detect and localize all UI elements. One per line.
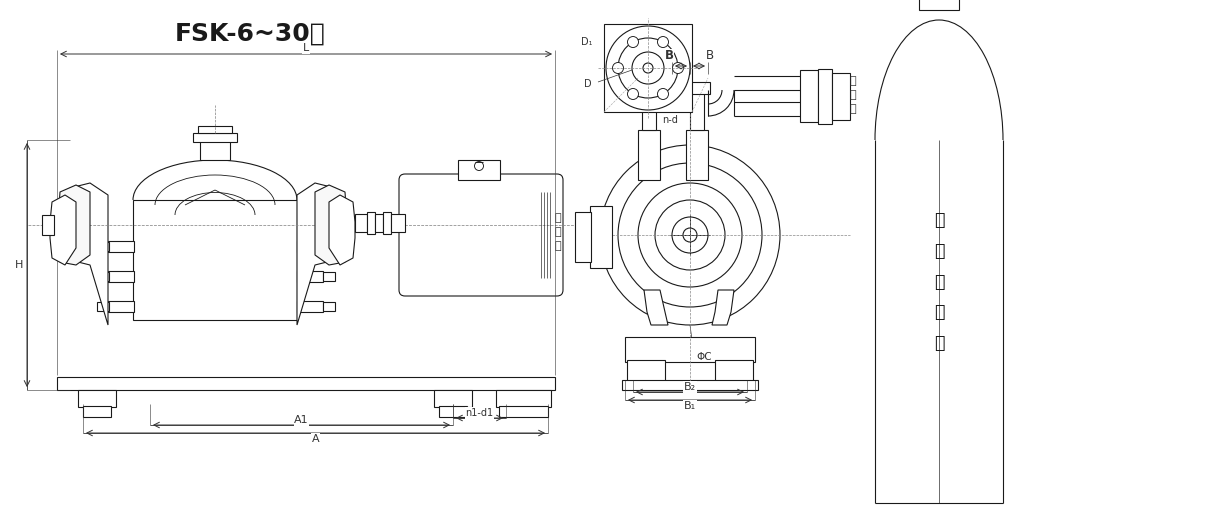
Bar <box>323 302 335 311</box>
Circle shape <box>618 163 762 307</box>
Bar <box>200 140 230 160</box>
Circle shape <box>618 38 678 98</box>
Bar <box>604 24 691 112</box>
Bar <box>323 242 335 251</box>
Circle shape <box>606 26 690 110</box>
Circle shape <box>638 183 742 287</box>
Circle shape <box>613 63 624 74</box>
Bar <box>97 272 109 281</box>
Text: D: D <box>585 79 592 89</box>
Text: H: H <box>15 260 23 270</box>
Polygon shape <box>329 195 355 265</box>
Text: 吸
气
口: 吸 气 口 <box>555 213 562 251</box>
Bar <box>642 92 656 130</box>
Bar <box>78 390 116 407</box>
Circle shape <box>475 162 483 171</box>
Circle shape <box>627 89 638 100</box>
Bar <box>685 130 708 180</box>
Polygon shape <box>315 185 348 265</box>
Text: FSK-6~30型: FSK-6~30型 <box>174 22 326 46</box>
Bar <box>832 73 850 120</box>
Bar <box>355 214 367 232</box>
Bar <box>199 126 233 133</box>
Bar <box>499 406 549 417</box>
Bar <box>690 92 704 130</box>
Bar <box>684 82 710 94</box>
Bar <box>636 82 662 94</box>
Bar <box>625 337 754 362</box>
Bar <box>108 301 134 312</box>
Text: B: B <box>706 49 714 62</box>
Circle shape <box>658 89 668 100</box>
Bar <box>590 206 612 268</box>
Text: B: B <box>665 49 673 62</box>
Text: 排
气
口: 排 气 口 <box>850 76 856 114</box>
Polygon shape <box>297 183 342 325</box>
Bar <box>622 380 758 390</box>
Bar <box>575 212 591 262</box>
Text: 汽
水
分
离
器: 汽 水 分 离 器 <box>934 211 945 352</box>
Bar <box>440 406 467 417</box>
Bar <box>84 406 111 417</box>
Text: B₁: B₁ <box>684 401 696 411</box>
Bar <box>323 272 335 281</box>
Bar <box>297 301 323 312</box>
Bar <box>97 242 109 251</box>
Circle shape <box>632 52 664 84</box>
FancyBboxPatch shape <box>398 174 563 296</box>
Polygon shape <box>712 290 734 325</box>
Text: n-d: n-d <box>662 115 678 125</box>
Polygon shape <box>64 183 108 325</box>
Bar <box>391 214 404 232</box>
Text: L: L <box>303 43 309 53</box>
Text: n1-d1: n1-d1 <box>465 408 494 418</box>
Bar <box>367 212 375 234</box>
Text: ΦC: ΦC <box>696 352 712 362</box>
Circle shape <box>658 37 668 48</box>
Polygon shape <box>644 290 668 325</box>
Text: B₂: B₂ <box>684 382 696 392</box>
Bar <box>817 69 832 124</box>
Bar <box>919 0 959 10</box>
Bar <box>627 360 665 383</box>
Circle shape <box>672 217 708 253</box>
Text: D₁: D₁ <box>580 37 592 47</box>
Bar <box>383 212 391 234</box>
Bar <box>133 200 297 320</box>
Bar <box>108 241 134 252</box>
Text: A1: A1 <box>294 415 309 425</box>
Bar <box>800 70 817 122</box>
Circle shape <box>683 228 698 242</box>
Bar <box>42 215 54 235</box>
Bar <box>57 377 555 390</box>
Bar <box>297 241 323 252</box>
Circle shape <box>672 63 683 74</box>
Text: A: A <box>311 434 320 444</box>
Bar <box>97 302 109 311</box>
Bar <box>714 360 753 383</box>
Polygon shape <box>50 195 76 265</box>
Bar <box>497 390 551 407</box>
Polygon shape <box>58 185 90 265</box>
Bar <box>193 133 237 142</box>
Circle shape <box>627 37 638 48</box>
Bar <box>458 160 500 180</box>
Bar <box>375 214 383 232</box>
Bar <box>108 271 134 282</box>
Circle shape <box>643 63 653 73</box>
Circle shape <box>599 145 780 325</box>
Bar <box>638 130 660 180</box>
Bar <box>297 271 323 282</box>
Bar <box>434 390 472 407</box>
Circle shape <box>655 200 725 270</box>
